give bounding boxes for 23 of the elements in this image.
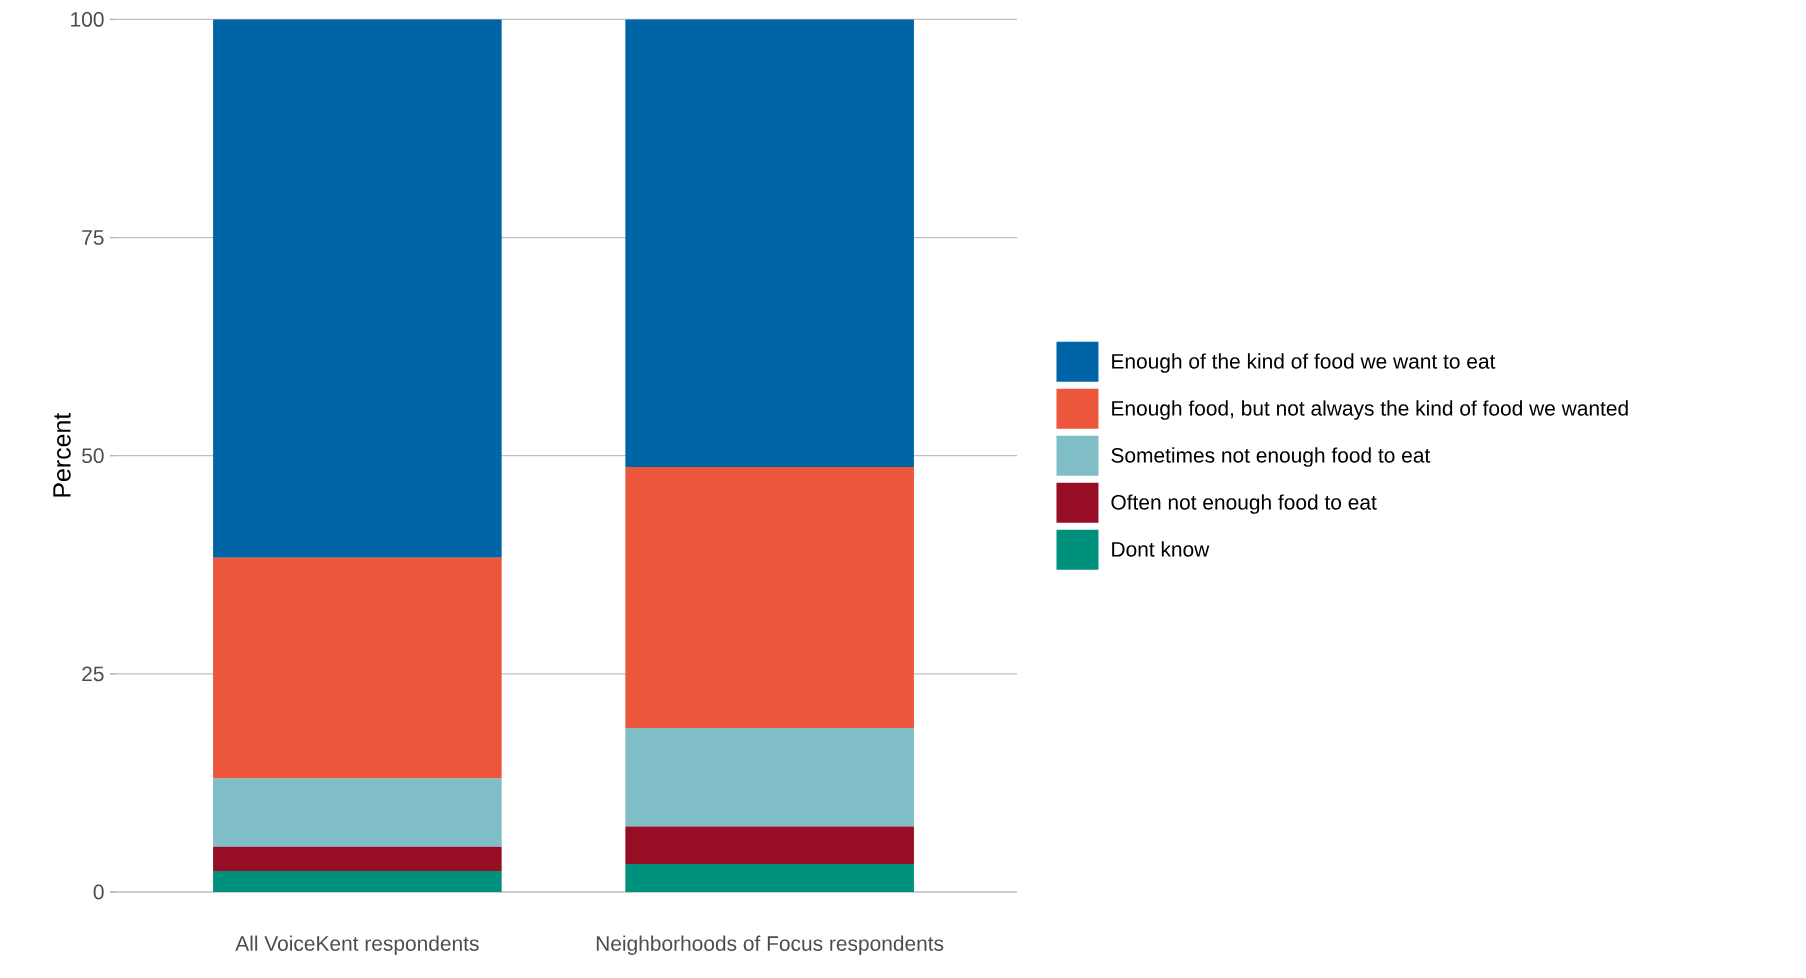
- bar: [625, 19, 914, 468]
- bar: [213, 778, 502, 847]
- bar: [625, 727, 914, 827]
- legend-label: Enough food, but not always the kind of food we wanted: [1112, 400, 1628, 420]
- y-axis-title: Percent: [53, 412, 71, 497]
- legend-label: Sometimes not enough food to eat: [1111, 447, 1431, 467]
- y-tick-label: 50: [82, 448, 104, 464]
- bar: [625, 864, 914, 892]
- legend-label: Enough of the kind of food we want to eat: [1112, 353, 1496, 373]
- y-tick-label: 75: [82, 230, 104, 245]
- y-tick-label: 25: [82, 666, 104, 682]
- bar: [213, 557, 502, 779]
- legend-label: Often not enough food to eat: [1111, 494, 1377, 514]
- bar: [213, 19, 502, 558]
- bar: [213, 846, 502, 872]
- x-tick-label: Neighborhoods of Focus respondents: [596, 935, 944, 956]
- y-tick-label: 0: [93, 884, 104, 900]
- legend-label: Dont know: [1112, 541, 1210, 557]
- bar: [213, 871, 502, 892]
- bar: [625, 826, 914, 865]
- x-tick-label: All VoiceKent respondents: [235, 935, 479, 956]
- y-tick-label: 100: [71, 11, 104, 27]
- bar: [625, 467, 914, 728]
